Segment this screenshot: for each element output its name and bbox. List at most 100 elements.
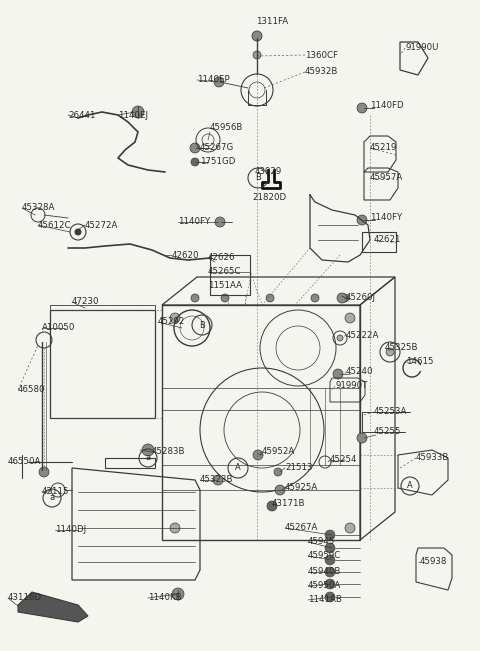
Text: 45957A: 45957A	[370, 174, 403, 182]
Text: 45612C: 45612C	[38, 221, 72, 230]
Circle shape	[325, 592, 335, 602]
Circle shape	[325, 567, 335, 577]
Text: 45222A: 45222A	[346, 331, 379, 340]
Text: 45272A: 45272A	[85, 221, 119, 230]
Text: 45945: 45945	[308, 538, 336, 546]
Text: 45940B: 45940B	[308, 568, 341, 577]
Circle shape	[252, 31, 262, 41]
Text: 45265C: 45265C	[208, 268, 241, 277]
Text: 1140KB: 1140KB	[148, 594, 181, 602]
Circle shape	[345, 313, 355, 323]
Text: 45950A: 45950A	[308, 581, 341, 590]
Text: 91990U: 91990U	[405, 44, 439, 53]
Text: 45267A: 45267A	[285, 523, 318, 533]
Text: 21820D: 21820D	[252, 193, 286, 202]
Text: 43116D: 43116D	[8, 594, 42, 602]
Text: A10050: A10050	[42, 324, 75, 333]
Circle shape	[357, 103, 367, 113]
Polygon shape	[18, 592, 88, 622]
Text: 45254: 45254	[330, 456, 358, 465]
Circle shape	[345, 523, 355, 533]
Text: 26441: 26441	[68, 111, 96, 120]
Text: 45328A: 45328A	[22, 204, 55, 212]
Text: 1311FA: 1311FA	[256, 18, 288, 27]
Circle shape	[142, 444, 154, 456]
Text: 1360CF: 1360CF	[305, 51, 338, 59]
Text: 43171B: 43171B	[272, 499, 305, 508]
Text: 45283B: 45283B	[152, 447, 185, 456]
Text: 42620: 42620	[172, 251, 200, 260]
Circle shape	[172, 588, 184, 600]
Circle shape	[357, 433, 367, 443]
Text: 42621: 42621	[374, 236, 401, 245]
Circle shape	[170, 313, 180, 323]
Text: 45323B: 45323B	[200, 475, 233, 484]
Text: 42626: 42626	[208, 253, 236, 262]
Text: 46550A: 46550A	[8, 458, 41, 467]
Circle shape	[191, 158, 199, 166]
Text: 1140EP: 1140EP	[197, 76, 229, 85]
Text: 91990T: 91990T	[335, 381, 367, 391]
Circle shape	[325, 555, 335, 565]
Text: 1140FY: 1140FY	[178, 217, 210, 227]
Text: 1140FD: 1140FD	[370, 100, 404, 109]
Text: B: B	[199, 320, 205, 329]
Circle shape	[215, 217, 225, 227]
Circle shape	[274, 468, 282, 476]
Circle shape	[357, 215, 367, 225]
Text: 21513: 21513	[285, 464, 312, 473]
Circle shape	[325, 543, 335, 553]
Circle shape	[275, 485, 285, 495]
Circle shape	[190, 143, 200, 153]
Circle shape	[267, 501, 277, 511]
Circle shape	[132, 106, 144, 118]
Text: 45253A: 45253A	[374, 408, 408, 417]
Circle shape	[253, 51, 261, 59]
Text: 42115: 42115	[42, 488, 70, 497]
Circle shape	[214, 77, 224, 87]
Circle shape	[75, 229, 81, 235]
Text: 45932B: 45932B	[305, 68, 338, 77]
Circle shape	[221, 294, 229, 302]
Text: 45952A: 45952A	[262, 447, 295, 456]
Text: 45240: 45240	[346, 368, 373, 376]
Text: B: B	[255, 174, 261, 182]
Text: 1140DJ: 1140DJ	[55, 525, 86, 534]
Text: a: a	[145, 454, 151, 462]
Text: A: A	[235, 464, 241, 473]
Circle shape	[39, 467, 49, 477]
Text: 14615: 14615	[406, 357, 433, 367]
Text: 45260J: 45260J	[346, 294, 376, 303]
Circle shape	[266, 294, 274, 302]
Text: 45938: 45938	[420, 557, 447, 566]
Text: 1140EJ: 1140EJ	[118, 111, 148, 120]
Circle shape	[325, 579, 335, 589]
Circle shape	[170, 523, 180, 533]
Text: a: a	[49, 493, 55, 503]
Text: 45925A: 45925A	[285, 484, 318, 493]
Text: 43929: 43929	[255, 167, 282, 176]
Circle shape	[325, 530, 335, 540]
Circle shape	[311, 294, 319, 302]
Text: 45219: 45219	[370, 143, 397, 152]
Text: A: A	[407, 482, 413, 490]
Circle shape	[253, 450, 263, 460]
Text: 47230: 47230	[72, 298, 99, 307]
Text: 1140FY: 1140FY	[370, 214, 402, 223]
Circle shape	[337, 335, 343, 341]
Text: 1141AB: 1141AB	[308, 596, 342, 605]
Circle shape	[191, 294, 199, 302]
Text: 45255: 45255	[374, 428, 401, 437]
Circle shape	[386, 348, 394, 356]
Text: 1151AA: 1151AA	[208, 281, 242, 290]
Text: 45956B: 45956B	[210, 124, 243, 133]
Text: 45325B: 45325B	[385, 344, 419, 352]
Text: 45267G: 45267G	[200, 143, 234, 152]
Text: 45292: 45292	[158, 318, 185, 327]
Text: 45933B: 45933B	[416, 454, 449, 462]
Text: 45959C: 45959C	[308, 551, 341, 561]
Circle shape	[333, 369, 343, 379]
Circle shape	[337, 293, 347, 303]
Text: 1751GD: 1751GD	[200, 158, 235, 167]
Circle shape	[213, 475, 223, 485]
